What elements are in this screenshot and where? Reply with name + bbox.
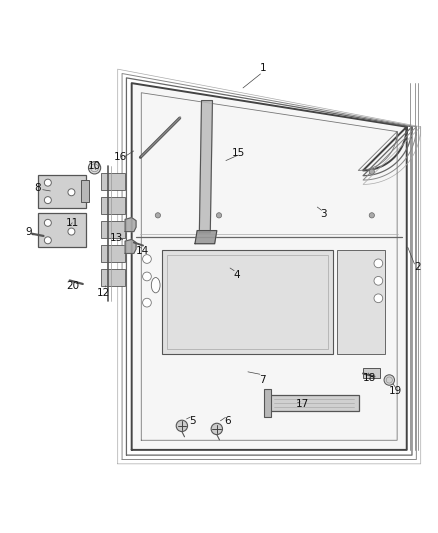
Circle shape	[155, 213, 160, 218]
FancyBboxPatch shape	[101, 245, 125, 262]
FancyBboxPatch shape	[269, 395, 359, 410]
Polygon shape	[195, 231, 217, 244]
FancyBboxPatch shape	[101, 221, 125, 238]
Text: 4: 4	[233, 270, 240, 280]
Circle shape	[384, 375, 395, 385]
Polygon shape	[199, 101, 212, 233]
Circle shape	[88, 161, 101, 174]
Circle shape	[176, 420, 187, 432]
Ellipse shape	[151, 278, 160, 293]
Text: 19: 19	[389, 386, 403, 396]
Circle shape	[374, 259, 383, 268]
Text: 16: 16	[114, 152, 127, 163]
FancyBboxPatch shape	[101, 173, 125, 190]
Circle shape	[143, 298, 151, 307]
FancyBboxPatch shape	[162, 251, 332, 354]
Circle shape	[44, 197, 51, 204]
FancyBboxPatch shape	[101, 197, 125, 214]
Circle shape	[143, 272, 151, 281]
Text: 12: 12	[97, 288, 110, 298]
Text: 10: 10	[88, 161, 101, 171]
Text: 1: 1	[259, 63, 266, 73]
Text: 11: 11	[66, 218, 79, 228]
Circle shape	[44, 179, 51, 186]
Polygon shape	[125, 217, 136, 231]
FancyBboxPatch shape	[337, 251, 385, 354]
Circle shape	[374, 294, 383, 303]
FancyBboxPatch shape	[363, 368, 380, 378]
Text: 9: 9	[26, 227, 32, 237]
Text: 14: 14	[136, 246, 149, 256]
Polygon shape	[132, 83, 407, 450]
Text: 6: 6	[224, 416, 231, 426]
Text: 5: 5	[190, 416, 196, 426]
Text: 20: 20	[66, 281, 79, 291]
FancyBboxPatch shape	[81, 180, 89, 203]
Polygon shape	[125, 239, 136, 253]
Text: 2: 2	[414, 262, 421, 271]
Circle shape	[44, 237, 51, 244]
FancyBboxPatch shape	[101, 269, 125, 286]
Circle shape	[68, 189, 75, 196]
Text: 7: 7	[259, 375, 266, 385]
Circle shape	[44, 220, 51, 227]
Text: 15: 15	[232, 148, 245, 158]
Circle shape	[369, 213, 374, 218]
FancyBboxPatch shape	[38, 213, 86, 247]
Circle shape	[211, 423, 223, 434]
Circle shape	[68, 228, 75, 235]
Text: 17: 17	[295, 399, 309, 409]
Text: 3: 3	[321, 209, 327, 219]
Text: 8: 8	[35, 183, 41, 193]
Circle shape	[374, 277, 383, 285]
Text: 18: 18	[363, 373, 376, 383]
Circle shape	[369, 169, 374, 174]
FancyBboxPatch shape	[264, 389, 272, 417]
Circle shape	[143, 255, 151, 263]
Circle shape	[216, 213, 222, 218]
FancyBboxPatch shape	[38, 175, 86, 207]
Text: 13: 13	[110, 233, 123, 243]
